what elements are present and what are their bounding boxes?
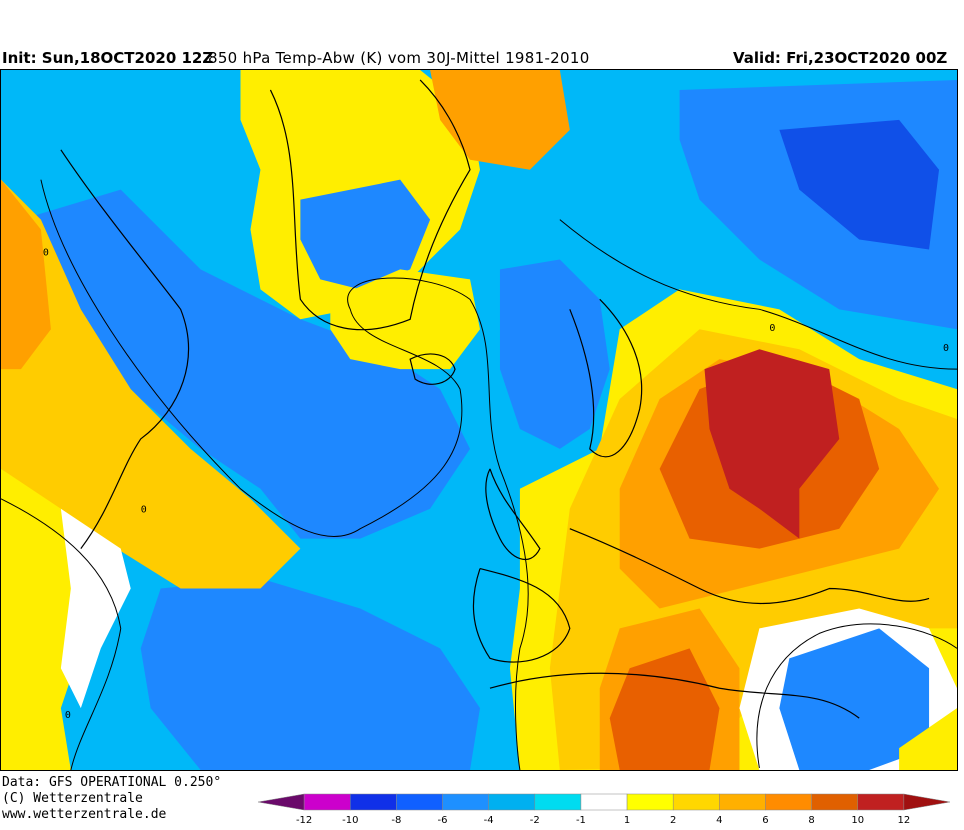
anomaly-region-central-europe-red: [704, 349, 840, 539]
contour-label: 0: [65, 710, 71, 721]
anomaly-region-west-white: [60, 508, 131, 709]
anomaly-region-southeast-yellow: [899, 708, 957, 770]
legend-tick-label: 1: [624, 815, 630, 826]
anomaly-region-arctic-orange: [430, 70, 570, 170]
map-title: 850 hPa Temp-Abw (K) vom 30J-Mittel 1981…: [208, 49, 590, 67]
anomaly-region-iceland-yellow: [330, 269, 480, 370]
legend-tick-label: 6: [762, 815, 768, 826]
legend-color-swatch: [857, 793, 905, 811]
anomaly-region-east-med-blue: [779, 628, 930, 770]
legend-tick-label: 2: [670, 815, 676, 826]
coastline-africa: [489, 672, 860, 719]
legend-color-swatch: [534, 793, 582, 811]
anomaly-region-west-atlantic-blue: [20, 189, 471, 539]
legend-color-swatch: [488, 793, 536, 811]
website-url-text: www.wetterzentrale.de: [2, 807, 167, 822]
legend-tick-label: -4: [484, 815, 494, 826]
legend-tick-label: -10: [342, 815, 358, 826]
zero-contour-line-med: [756, 623, 957, 769]
legend-color-swatch: [672, 793, 720, 811]
legend-tick-label: -2: [530, 815, 540, 826]
legend-color-swatch: [626, 793, 674, 811]
header: Init: Sun,18OCT2020 12Z 850 hPa Temp-Abw…: [0, 48, 964, 68]
anomaly-region-north-america-orange: [1, 179, 51, 370]
anomaly-region-greenland-inner-blue: [300, 179, 431, 290]
contour-label: 0: [943, 343, 949, 354]
coastline-scandinavia: [569, 298, 643, 458]
legend-tick-label: 4: [716, 815, 722, 826]
legend-color-swatch: [765, 793, 812, 811]
legend-color-swatch: [719, 793, 766, 811]
coastline-iceland: [409, 353, 456, 385]
legend-color-swatch: [903, 793, 951, 811]
copyright-text: (C) Wetterzentrale: [2, 791, 143, 806]
anomaly-region-scandinavia-blue: [499, 259, 610, 449]
legend-tick-label: 10: [851, 815, 864, 826]
zero-contour-line-east: [559, 219, 957, 370]
legend-color-swatch: [396, 793, 443, 811]
legend-tick-label: -1: [576, 815, 586, 826]
contour-label: 0: [141, 505, 147, 516]
contour-label: 0: [769, 323, 775, 334]
legend-tick-label: -8: [391, 815, 401, 826]
zero-contour-line: [40, 179, 529, 770]
contour-label: 0: [43, 247, 49, 258]
coastline-north-america: [60, 149, 189, 549]
temperature-anomaly-map: 0 0 0 0 0: [0, 69, 958, 771]
anomaly-region-north-america-yellow: [1, 179, 301, 589]
anomaly-region-siberia-deep-blue-core: [779, 119, 940, 250]
legend-tick-label: 12: [897, 815, 910, 826]
anomaly-region-africa-dark-orange: [609, 648, 720, 770]
zero-contour-line-west: [1, 498, 122, 770]
legend-tick-label: -6: [438, 815, 448, 826]
legend-color-swatch: [811, 793, 858, 811]
legend-tick-label: 8: [808, 815, 814, 826]
legend-tick-label: -12: [296, 815, 312, 826]
legend-color-swatch: [580, 793, 628, 811]
legend-color-swatch: [350, 793, 397, 811]
data-source-text: Data: GFS OPERATIONAL 0.250°: [2, 775, 222, 790]
legend-color-swatch: [303, 793, 351, 811]
coastline-iberia: [472, 567, 571, 663]
coastline-europe-south: [569, 528, 930, 605]
legend-color-swatch: [442, 793, 489, 811]
color-scale-legend: -12 -10 -8 -6 -4 -2 -1 1 2 4 6 8 10 12: [257, 793, 951, 826]
init-time: Init: Sun,18OCT2020 12Z: [2, 49, 214, 67]
valid-time: Valid: Fri,23OCT2020 00Z: [733, 49, 948, 67]
coastline-british-isles: [485, 468, 541, 560]
legend-color-swatch: [257, 793, 305, 811]
anomaly-region-central-atlantic-blue: [140, 578, 480, 770]
coastline-greenland: [269, 79, 471, 331]
